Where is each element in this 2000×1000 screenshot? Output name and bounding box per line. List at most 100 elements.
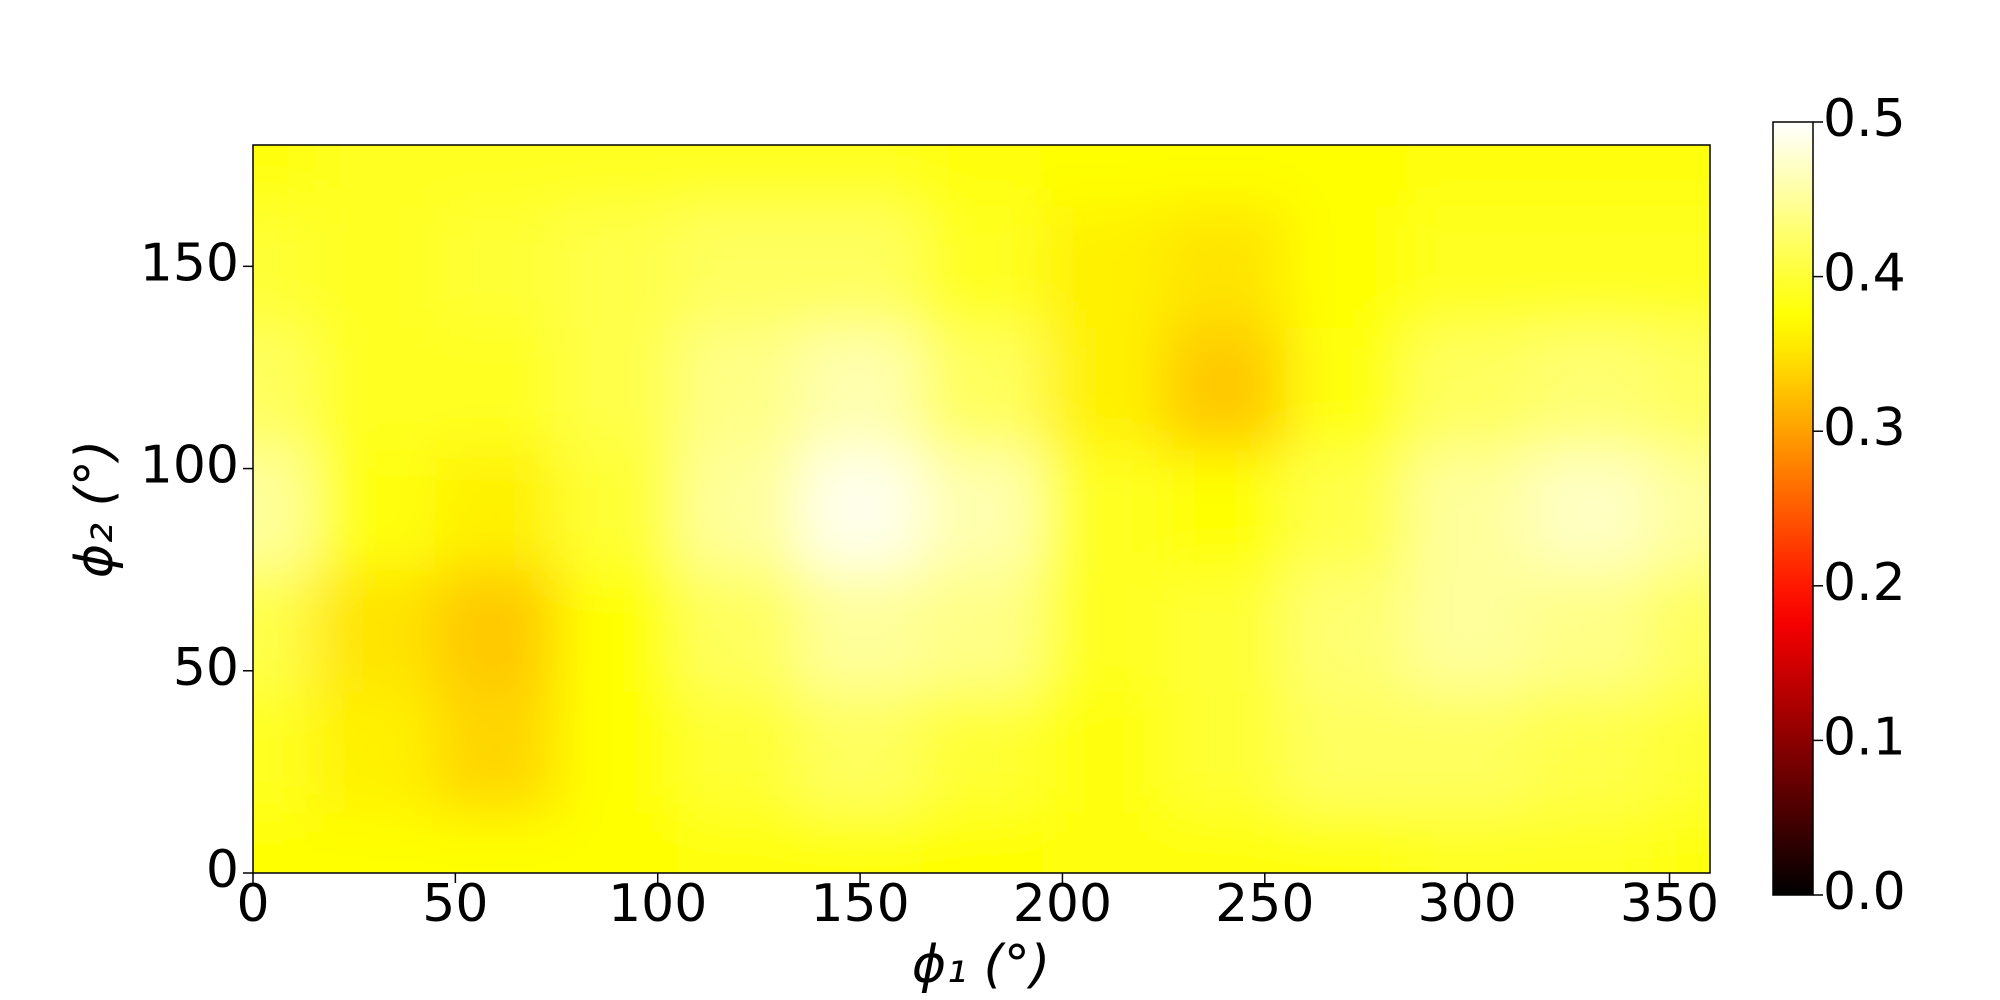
heatmap-cell <box>313 205 437 328</box>
heatmap-cell <box>677 812 801 873</box>
heatmap-cell <box>1406 448 1529 571</box>
heatmap-cell <box>1163 691 1287 814</box>
heatmap-cell <box>1406 205 1529 328</box>
heatmap-cell <box>799 205 922 328</box>
heatmap-cell <box>1649 569 1710 692</box>
heatmap-cell <box>1406 691 1529 814</box>
x-axis-label: ϕ₁ (°) <box>912 935 1050 995</box>
x-tick-label: 100 <box>608 874 707 934</box>
heatmap-cell <box>1163 569 1287 692</box>
heatmap-cell <box>1649 691 1710 814</box>
heatmap-cell <box>1527 448 1651 571</box>
heatmap-cell <box>313 145 437 207</box>
colorbar-tick-label: 0.1 <box>1823 707 1906 767</box>
heatmap-cell <box>1527 569 1651 692</box>
x-tick-label: 150 <box>810 874 909 934</box>
heatmap-cell <box>1042 448 1165 571</box>
heatmap-cell <box>920 812 1044 873</box>
heatmap-cell <box>920 205 1044 328</box>
heatmap-cell <box>1042 327 1165 450</box>
heatmap-cell <box>313 569 437 692</box>
heatmap-cell <box>253 145 315 207</box>
heatmap-cell <box>1527 327 1651 450</box>
heatmap-cell <box>1042 691 1165 814</box>
heatmap-cell <box>1406 327 1529 450</box>
heatmap-cell <box>435 569 558 692</box>
y-tick-label: 50 <box>173 638 239 698</box>
heatmap-cell <box>1163 205 1287 328</box>
heatmap-cell <box>556 569 679 692</box>
heatmap-cell <box>1285 327 1408 450</box>
heatmap-cell <box>1406 569 1529 692</box>
heatmap-cell <box>253 448 315 571</box>
y-axis-label: ϕ₂ (°) <box>65 440 125 578</box>
heatmap-cell <box>799 691 922 814</box>
colorbar-tick-label: 0.3 <box>1823 398 1906 458</box>
heatmap-cell <box>799 812 922 873</box>
heatmap-cell <box>556 812 679 873</box>
colorbar-tick-label: 0.5 <box>1823 89 1906 149</box>
y-tick-label: 0 <box>206 840 239 900</box>
heatmap-cell <box>556 448 679 571</box>
heatmap-cell <box>1285 205 1408 328</box>
colorbar-tick-label: 0.2 <box>1823 553 1906 613</box>
colorbar <box>1772 121 1814 896</box>
heatmap-cell <box>1406 145 1529 207</box>
y-tick-label: 150 <box>140 233 239 293</box>
heatmap-cell <box>1527 145 1651 207</box>
heatmap-cell <box>253 205 315 328</box>
plot-frame <box>252 144 1711 874</box>
heatmap-cell <box>253 812 315 873</box>
heatmap-cells <box>253 145 1710 873</box>
heatmap <box>253 145 1710 873</box>
heatmap-cell <box>253 691 315 814</box>
x-tick-label: 0 <box>236 874 269 934</box>
heatmap-cell <box>1163 448 1287 571</box>
colorbar-tick-label: 0.0 <box>1823 862 1906 922</box>
heatmap-cell <box>435 691 558 814</box>
x-tick-label: 50 <box>422 874 488 934</box>
heatmap-cell <box>1649 145 1710 207</box>
heatmap-cell <box>799 569 922 692</box>
heatmap-cell <box>1649 205 1710 328</box>
heatmap-cell <box>677 448 801 571</box>
heatmap-cell <box>313 691 437 814</box>
colorbar-tick-label: 0.4 <box>1823 244 1906 304</box>
heatmap-cell <box>920 569 1044 692</box>
heatmap-cell <box>799 448 922 571</box>
heatmap-cell <box>920 327 1044 450</box>
heatmap-cell <box>920 448 1044 571</box>
heatmap-cell <box>1285 569 1408 692</box>
heatmap-cell <box>677 691 801 814</box>
x-tick-label: 350 <box>1620 874 1719 934</box>
x-tick-label: 300 <box>1418 874 1517 934</box>
heatmap-cell <box>1649 812 1710 873</box>
heatmap-cell <box>1042 569 1165 692</box>
heatmap-cell <box>1527 812 1651 873</box>
heatmap-cell <box>435 205 558 328</box>
heatmap-cell <box>556 205 679 328</box>
heatmap-cell <box>677 327 801 450</box>
heatmap-cell <box>1163 145 1287 207</box>
x-tick-label: 200 <box>1013 874 1112 934</box>
heatmap-cell <box>435 145 558 207</box>
heatmap-cell <box>1527 205 1651 328</box>
heatmap-cell <box>1406 812 1529 873</box>
heatmap-cell <box>435 448 558 571</box>
heatmap-cell <box>1042 145 1165 207</box>
heatmap-cell <box>1285 812 1408 873</box>
heatmap-cell <box>1285 145 1408 207</box>
heatmap-cell <box>313 812 437 873</box>
heatmap-cell <box>677 205 801 328</box>
y-tick-label: 100 <box>140 436 239 496</box>
heatmap-cell <box>556 691 679 814</box>
heatmap-cell <box>920 145 1044 207</box>
heatmap-cell <box>435 812 558 873</box>
heatmap-cell <box>313 448 437 571</box>
heatmap-cell <box>556 327 679 450</box>
heatmap-cell <box>677 145 801 207</box>
heatmap-cell <box>1163 812 1287 873</box>
heatmap-cell <box>313 327 437 450</box>
heatmap-cell <box>677 569 801 692</box>
